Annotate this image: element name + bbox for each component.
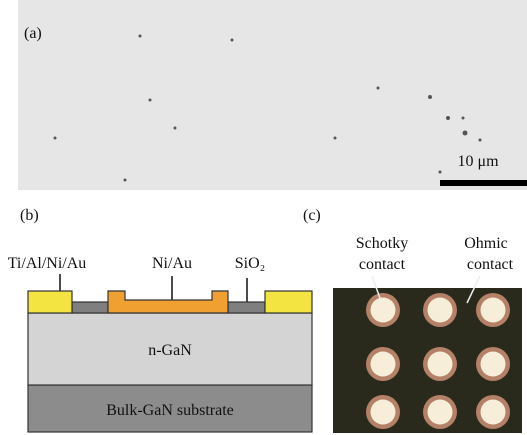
scale-bar: [440, 180, 527, 186]
annotation: Schotky: [356, 235, 408, 252]
contact-label: Ni/Au: [152, 255, 192, 272]
layer-label: n-GaN: [148, 342, 192, 359]
contact-pad: [428, 298, 453, 323]
contact-label: SiO₂: [235, 255, 265, 272]
contact-pads: [366, 293, 510, 429]
contact-pad: [428, 352, 453, 377]
scale-bar-label: 10 μm: [457, 153, 499, 170]
contact-pad: [428, 400, 453, 425]
figure: (a) 10 μm (b) Ti/Al/Ni/Au Ni/Au SiO₂ n-G…: [0, 0, 527, 435]
annotation: contact: [467, 256, 514, 273]
panel-label: (b): [20, 207, 39, 224]
annotation: Ohmic: [464, 235, 508, 252]
contact-pad: [481, 352, 506, 377]
contact-pad: [371, 352, 396, 377]
micrograph: [18, 0, 527, 190]
panel-label: (c): [303, 207, 321, 224]
panel-label: (a): [24, 25, 42, 42]
annotation: contact: [359, 256, 406, 273]
contact-pad: [371, 298, 396, 323]
contact-label: Ti/Al/Ni/Au: [8, 255, 87, 272]
contact-pad: [371, 400, 396, 425]
contact-pad: [481, 298, 506, 323]
contact-pad: [481, 400, 506, 425]
layer-label: Bulk-GaN substrate: [106, 402, 234, 419]
